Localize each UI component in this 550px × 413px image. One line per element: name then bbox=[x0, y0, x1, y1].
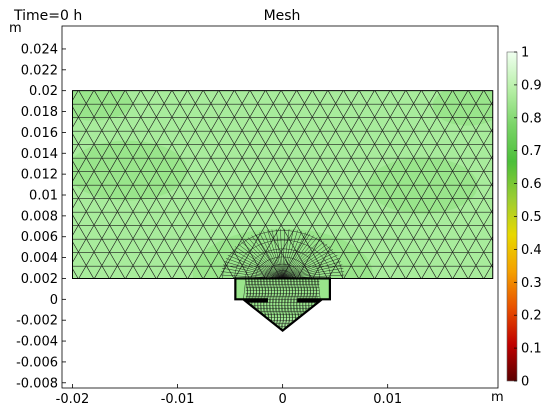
y-tick-label: -0.002 bbox=[16, 314, 58, 329]
mesh-edges bbox=[72, 90, 493, 279]
axes-frame bbox=[61, 25, 499, 389]
colorbar-tick-label: 0.4 bbox=[521, 243, 542, 258]
y-tick-label: 0.002 bbox=[21, 272, 58, 287]
plot-title: Mesh bbox=[264, 8, 301, 24]
y-tick-label: -0.008 bbox=[16, 376, 58, 391]
x-tick-label: -0.02 bbox=[56, 392, 90, 407]
mesh-outline bbox=[72, 90, 494, 332]
mesh-shading bbox=[72, 90, 493, 319]
y-tick-label: 0.018 bbox=[21, 105, 58, 120]
y-axis-ticks: 0.024 0.022 0.02 0.018 0.016 0.014 0.012 0.01 0.… bbox=[16, 42, 66, 391]
y-tick-label: -0.006 bbox=[16, 355, 58, 370]
y-tick-label: 0.02 bbox=[29, 84, 58, 99]
colorbar-tick-label: 0.5 bbox=[521, 210, 542, 225]
y-tick-label: 0.012 bbox=[21, 168, 58, 183]
y-tick-label: 0.008 bbox=[21, 209, 58, 224]
time-label: Time=0 h bbox=[13, 8, 82, 24]
x-tick-label: -0.01 bbox=[161, 392, 195, 407]
colorbar-tick-label: 0.8 bbox=[521, 111, 542, 126]
y-tick-label: 0.006 bbox=[21, 230, 58, 245]
colorbar-tick-label: 0.6 bbox=[521, 177, 542, 192]
mesh-domain bbox=[72, 90, 493, 331]
y-tick-label: 0.022 bbox=[21, 63, 58, 78]
y-tick-label: 0.01 bbox=[29, 189, 58, 204]
y-tick-label: 0.004 bbox=[21, 251, 58, 266]
axes-box bbox=[61, 25, 499, 389]
y-unit-label: m bbox=[9, 21, 22, 36]
y-tick-label: 0 bbox=[50, 293, 58, 308]
colorbar-tick-label: 0.3 bbox=[521, 276, 542, 291]
y-tick-label: 0.014 bbox=[21, 147, 58, 162]
x-axis-ticks: -0.02 -0.01 0 0.01 bbox=[56, 384, 402, 407]
y-tick-label: 0.016 bbox=[21, 126, 58, 141]
x-tick-label: 0 bbox=[278, 392, 286, 407]
colorbar-tick-label: 0.7 bbox=[521, 144, 542, 159]
y-tick-label: 0.024 bbox=[21, 42, 58, 57]
colorbar: 1 0.9 0.8 0.7 0.6 0.5 0.4 0.3 0.2 0.1 0 bbox=[506, 46, 542, 390]
mesh-layer bbox=[72, 90, 494, 333]
x-unit-label: m bbox=[491, 390, 504, 405]
colorbar-tick-label: 0.2 bbox=[521, 309, 542, 324]
colorbar-tick-label: 0.9 bbox=[521, 78, 542, 93]
colorbar-tick-label: 0 bbox=[521, 375, 529, 390]
colorbar-tick-label: 0.1 bbox=[521, 342, 542, 357]
colorbar-tick-label: 1 bbox=[521, 46, 529, 61]
y-tick-label: -0.004 bbox=[16, 335, 58, 350]
x-tick-label: 0.01 bbox=[373, 392, 402, 407]
